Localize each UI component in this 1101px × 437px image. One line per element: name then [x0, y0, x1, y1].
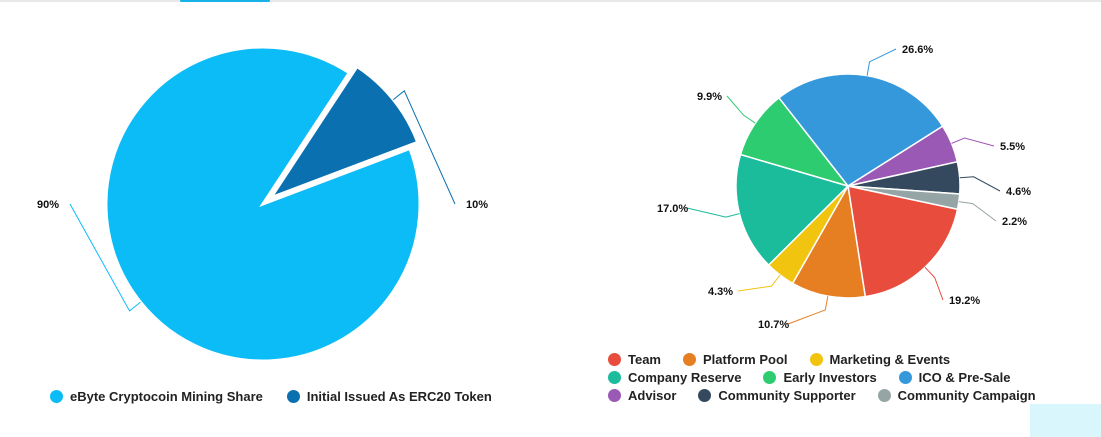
- pie-1: 90% 10%: [37, 45, 488, 363]
- legend-item-platform-pool[interactable]: Platform Pool: [683, 350, 788, 368]
- legend-dot-icon: [608, 352, 621, 366]
- legend-dot-icon: [608, 370, 621, 384]
- legend-label: eByte Cryptocoin Mining Share: [70, 388, 263, 404]
- legend-dot-icon: [698, 388, 712, 402]
- legend-item-ico-and-pre-sale[interactable]: ICO & Pre-Sale: [898, 368, 1011, 386]
- legend-item-early-investors[interactable]: Early Investors: [763, 368, 877, 386]
- legend-item-marketing-and-events[interactable]: Marketing & Events: [809, 350, 951, 368]
- data-label-platform-pool: 10.7%: [758, 319, 789, 331]
- data-label-early-investors: 9.9%: [697, 91, 722, 103]
- legend-mining-share: eByte Cryptocoin Mining Share Initial Iss…: [50, 387, 570, 405]
- leader-line-team: [924, 266, 944, 301]
- slice-platform-pool[interactable]: [791, 183, 867, 299]
- legend-item-advisor[interactable]: Advisor: [608, 386, 676, 404]
- slice-ebyte-cryptocoin-mining-share[interactable]: [104, 45, 422, 363]
- legend-token-distribution: Team Platform Pool Marketing & Events Compa…: [608, 350, 1098, 404]
- leader-line-ico-and-pre-sale: [866, 48, 897, 76]
- data-label-team: 19.2%: [949, 295, 980, 307]
- data-label-advisor: 5.5%: [1000, 141, 1025, 153]
- legend-dot-icon: [683, 352, 696, 366]
- data-label-community-campaign: 2.2%: [1002, 216, 1027, 228]
- leader-line-marketing-and-events: [737, 274, 781, 292]
- legend-item-community-supporter[interactable]: Community Supporter: [698, 386, 856, 404]
- legend-dot-icon: [898, 370, 912, 384]
- legend-dot-icon: [50, 389, 63, 403]
- legend-dot-icon: [809, 352, 823, 366]
- data-label-company-reserve: 17.0%: [657, 203, 688, 215]
- legend-dot-icon: [608, 388, 621, 402]
- leader-line-advisor: [951, 137, 995, 147]
- data-label-ico-and-pre-sale: 26.6%: [902, 44, 933, 56]
- corner-widget[interactable]: [1030, 404, 1101, 437]
- top-divider: [0, 0, 1101, 2]
- leader-line-platform-pool: [787, 296, 829, 325]
- data-label-initial-issued-as-erc20-token: 10%: [466, 199, 488, 211]
- legend-label: Company Reserve: [628, 369, 742, 385]
- data-label-marketing-and-events: 4.3%: [708, 286, 733, 298]
- leader-line-initial-issued-as-erc20-token: [393, 90, 456, 205]
- heading-underline-fragment: [180, 0, 270, 3]
- leader-line-company-reserve: [686, 207, 740, 218]
- legend-dot-icon: [877, 388, 891, 402]
- legend-label: Platform Pool: [703, 351, 788, 367]
- legend-item-initial-issued-as-erc20-token[interactable]: Initial Issued As ERC20 Token: [286, 387, 492, 405]
- legend-label: Initial Issued As ERC20 Token: [306, 388, 492, 404]
- legend-label: Community Campaign: [897, 387, 1036, 403]
- legend-dot-icon: [286, 389, 300, 403]
- pie-2: 19.2% 10.7% 4.3% 17.0% 9.9% 26.6% 5.5% 4.6% 2.2%: [657, 44, 1031, 331]
- legend-label: Team: [628, 351, 661, 367]
- legend-item-company-reserve[interactable]: Company Reserve: [608, 368, 741, 386]
- legend-dot-icon: [763, 370, 777, 384]
- data-label-ebyte-cryptocoin-mining-share: 90%: [37, 199, 59, 211]
- legend-label: Early Investors: [783, 369, 877, 385]
- leader-line-ebyte-cryptocoin-mining-share: [69, 203, 141, 312]
- legend-label: Advisor: [628, 387, 677, 403]
- leader-line-early-investors: [726, 95, 756, 124]
- legend-item-community-campaign[interactable]: Community Campaign: [877, 386, 1036, 404]
- legend-item-ebyte-cryptocoin-mining-share[interactable]: eByte Cryptocoin Mining Share: [50, 387, 263, 405]
- slice-ico-and-pre-sale[interactable]: [777, 73, 944, 187]
- legend-label: Community Supporter: [718, 387, 856, 403]
- leader-line-community-supporter: [959, 176, 1001, 192]
- legend-item-team[interactable]: Team: [608, 350, 661, 368]
- data-label-community-supporter: 4.6%: [1006, 186, 1031, 198]
- legend-label: ICO & Pre-Sale: [918, 369, 1011, 385]
- leader-line-community-campaign: [958, 201, 997, 222]
- legend-label: Marketing & Events: [829, 351, 951, 367]
